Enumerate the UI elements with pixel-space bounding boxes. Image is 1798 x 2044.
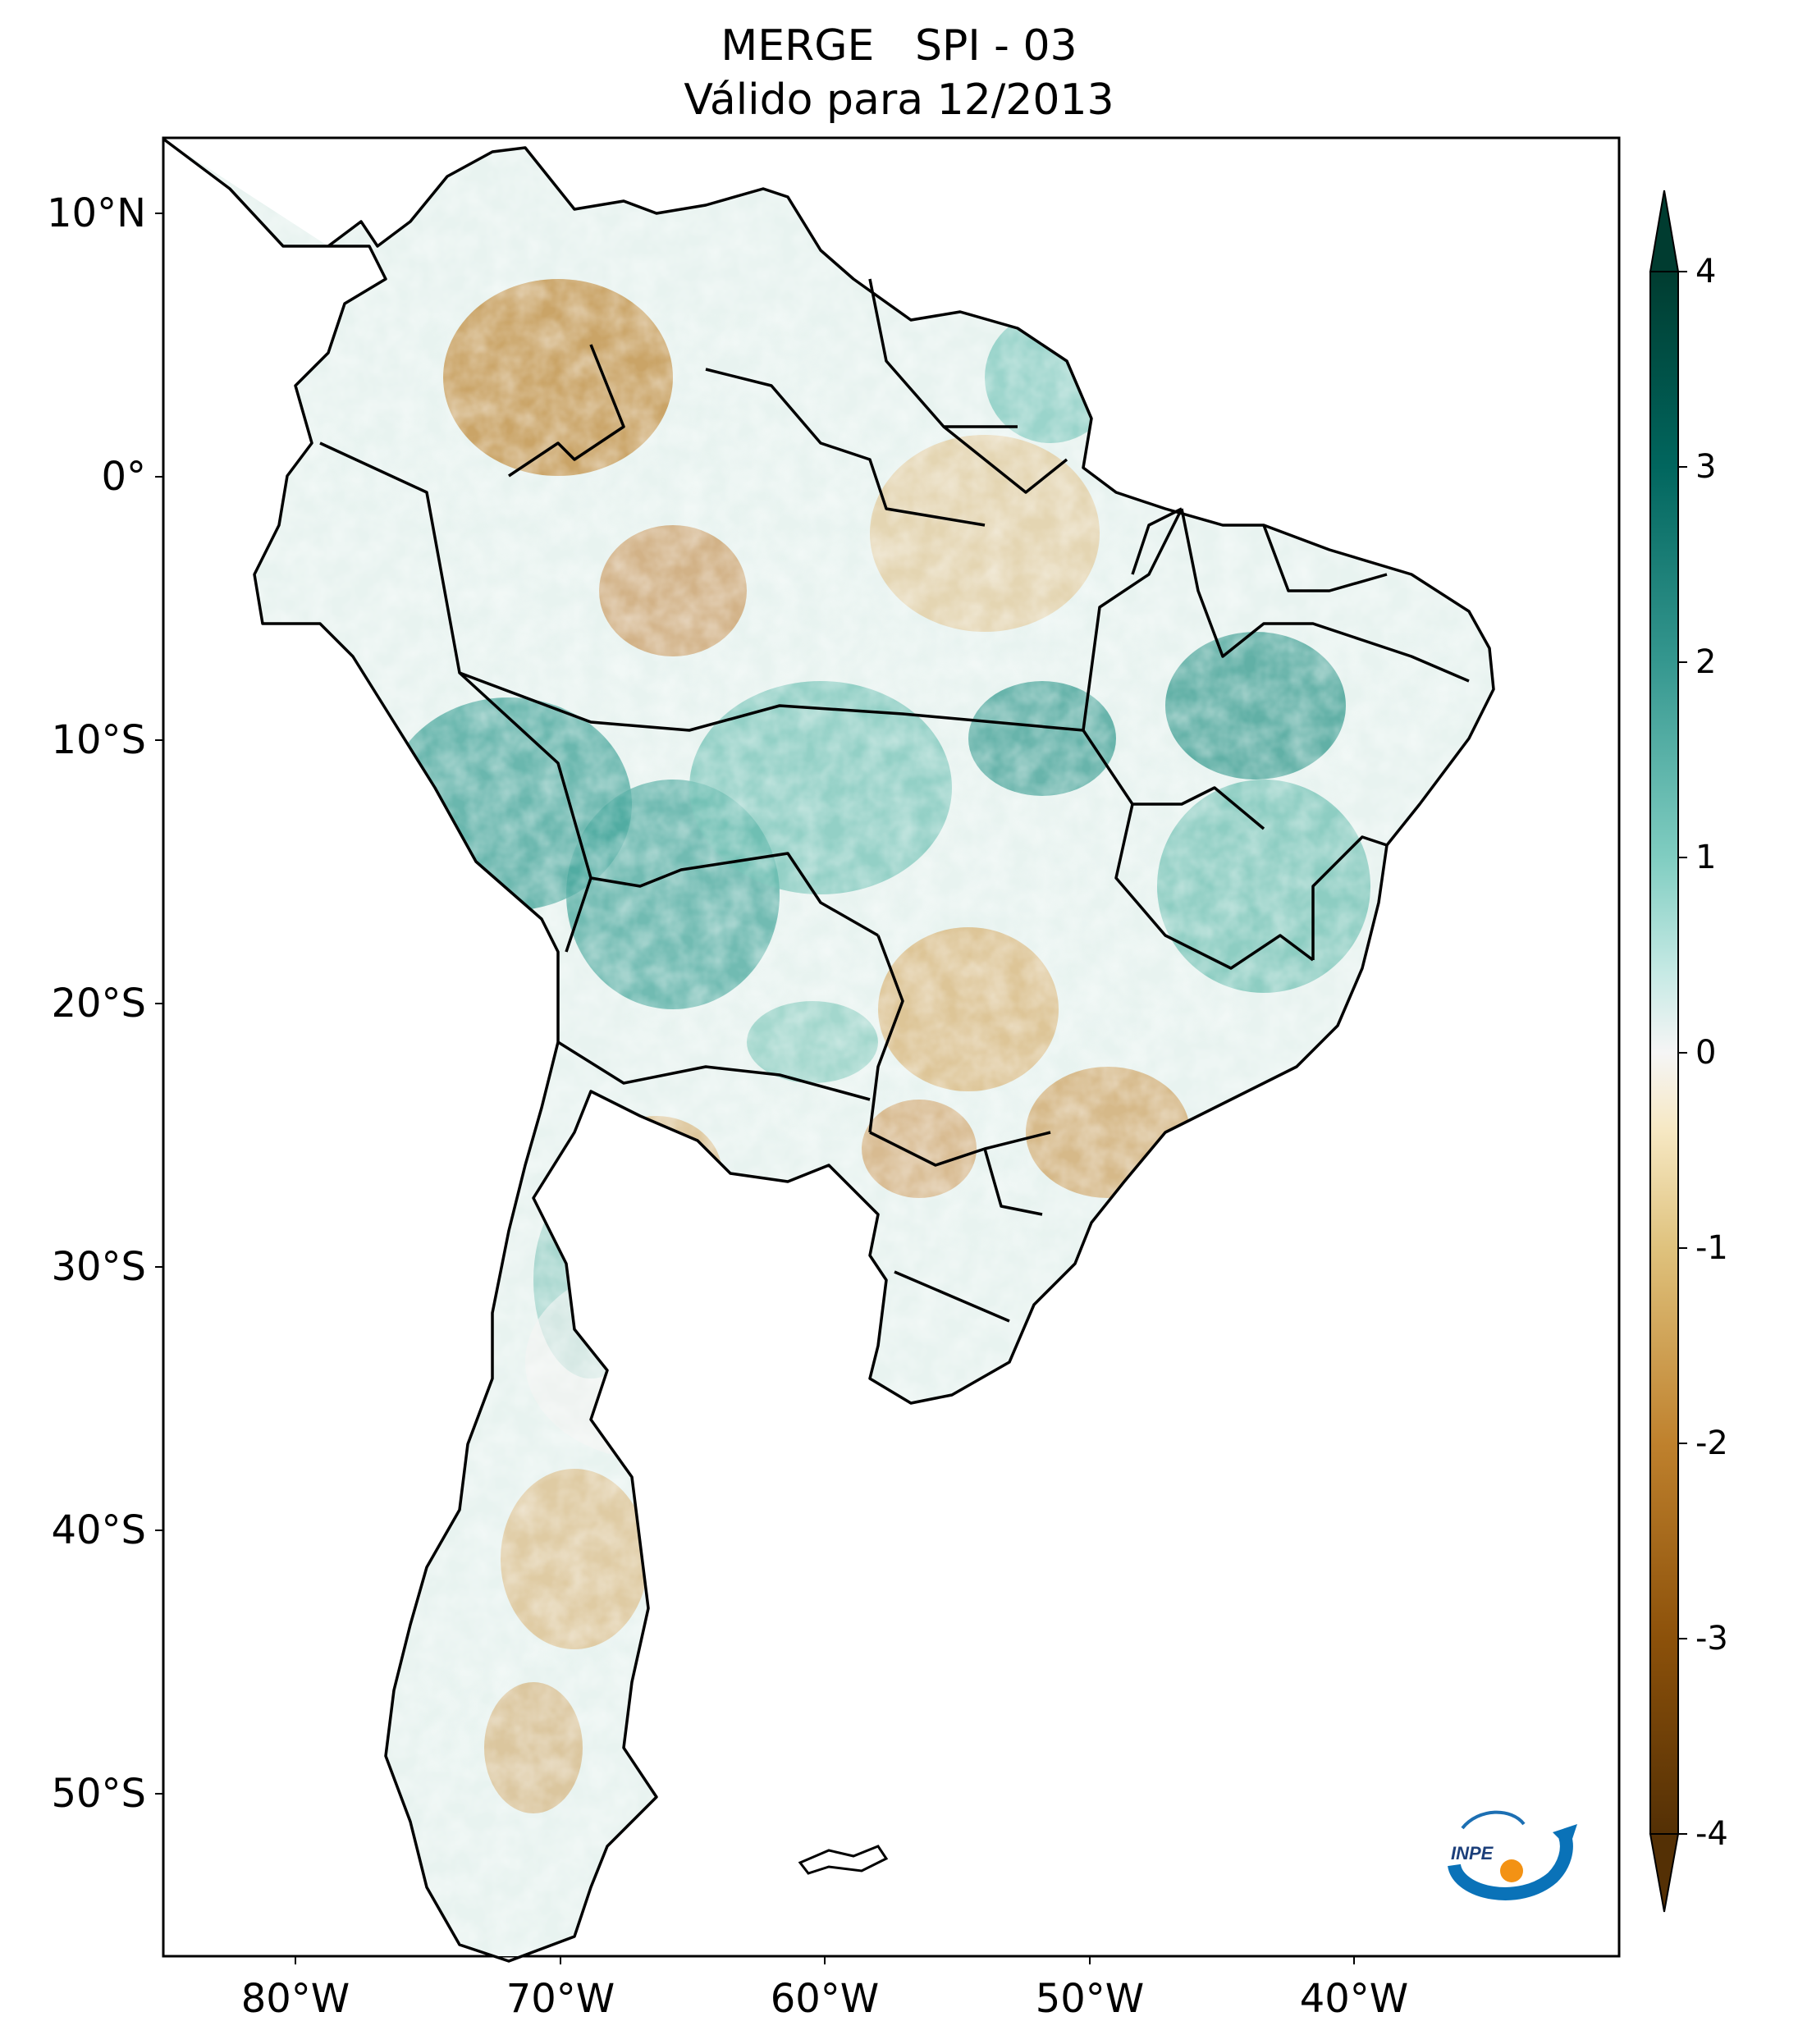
lat-tick-label: 10°N — [47, 190, 146, 236]
colorbar-tick-label: 3 — [1695, 448, 1717, 486]
colorbar-tick-label: -4 — [1695, 1815, 1728, 1853]
inpe-logo-icon — [1448, 1810, 1577, 1900]
colorbar-tick-label: 4 — [1695, 253, 1717, 290]
colorbar-tick-label: 2 — [1695, 643, 1717, 681]
coastline-borders — [162, 138, 1495, 1963]
map-title-line2: Válido para 12/2013 — [684, 75, 1114, 125]
lat-tick-label: 20°S — [51, 981, 146, 1027]
lat-tick-label: 10°S — [51, 717, 146, 763]
colorbar-tick-label: -3 — [1695, 1620, 1728, 1658]
lat-tick-label: 50°S — [51, 1771, 146, 1817]
colorbar-tick-label: 0 — [1695, 1034, 1717, 1072]
lat-tick-label: 0° — [101, 454, 146, 500]
colorbar-tick-label: -1 — [1695, 1229, 1728, 1267]
lon-tick-label: 70°W — [506, 1976, 615, 2022]
colorbar-tick-label: -2 — [1695, 1424, 1728, 1462]
inpe-logo-text: INPE — [1451, 1843, 1494, 1863]
lon-tick-label: 60°W — [770, 1976, 880, 2022]
colorbar-tick-label: 1 — [1695, 839, 1717, 876]
axis-ticks — [155, 213, 1355, 1964]
colorbar — [1649, 190, 1687, 1913]
lat-tick-label: 40°S — [51, 1507, 146, 1553]
inpe-logo: INPE — [1446, 1804, 1577, 1902]
lon-tick-label: 40°W — [1299, 1976, 1409, 2022]
colorbar-min-extend — [1649, 1833, 1680, 1913]
lat-tick-label: 30°S — [51, 1244, 146, 1290]
lon-tick-label: 80°W — [240, 1976, 350, 2022]
map-title-line1: MERGE SPI - 03 — [721, 21, 1077, 71]
falkland-islands — [798, 1845, 889, 1875]
lon-tick-label: 50°W — [1035, 1976, 1145, 2022]
colorbar-max-extend — [1649, 190, 1680, 272]
